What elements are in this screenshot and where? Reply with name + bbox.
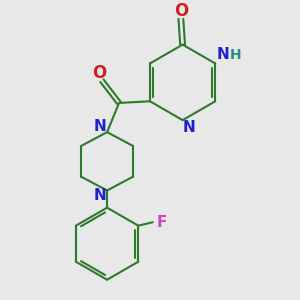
- Text: O: O: [92, 64, 106, 82]
- Text: N: N: [183, 120, 196, 135]
- Text: N: N: [93, 188, 106, 203]
- Text: O: O: [174, 2, 188, 20]
- Text: H: H: [230, 48, 241, 62]
- Text: N: N: [93, 119, 106, 134]
- Text: N: N: [217, 47, 229, 62]
- Text: F: F: [157, 215, 167, 230]
